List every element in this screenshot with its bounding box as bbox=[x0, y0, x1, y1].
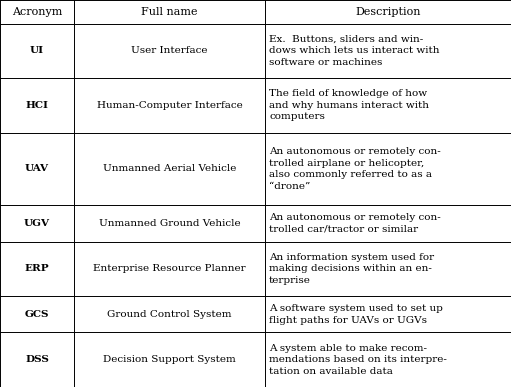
Text: Enterprise Resource Planner: Enterprise Resource Planner bbox=[93, 264, 246, 273]
Text: An information system used for
making decisions within an en-
terprise: An information system used for making de… bbox=[269, 253, 434, 285]
Text: Full name: Full name bbox=[141, 7, 198, 17]
Text: Human-Computer Interface: Human-Computer Interface bbox=[97, 101, 242, 110]
Text: An autonomous or remotely con-
trolled airplane or helicopter,
also commonly ref: An autonomous or remotely con- trolled a… bbox=[269, 147, 441, 191]
Text: Unmanned Ground Vehicle: Unmanned Ground Vehicle bbox=[99, 219, 240, 228]
Text: A system able to make recom-
mendations based on its interpre-
tation on availab: A system able to make recom- mendations … bbox=[269, 344, 447, 376]
Text: UAV: UAV bbox=[25, 164, 49, 173]
Text: ERP: ERP bbox=[25, 264, 50, 273]
Text: UGV: UGV bbox=[24, 219, 50, 228]
Text: HCI: HCI bbox=[26, 101, 49, 110]
Text: The field of knowledge of how
and why humans interact with
computers: The field of knowledge of how and why hu… bbox=[269, 89, 429, 122]
Text: An autonomous or remotely con-
trolled car/tractor or similar: An autonomous or remotely con- trolled c… bbox=[269, 213, 441, 234]
Text: A software system used to set up
flight paths for UAVs or UGVs: A software system used to set up flight … bbox=[269, 304, 443, 325]
Text: Unmanned Aerial Vehicle: Unmanned Aerial Vehicle bbox=[103, 164, 236, 173]
Text: DSS: DSS bbox=[25, 355, 49, 364]
Text: UI: UI bbox=[30, 46, 44, 55]
Text: Decision Support System: Decision Support System bbox=[103, 355, 236, 364]
Text: Acronym: Acronym bbox=[12, 7, 62, 17]
Text: GCS: GCS bbox=[25, 310, 49, 319]
Text: Ground Control System: Ground Control System bbox=[107, 310, 232, 319]
Text: Ex.  Buttons, sliders and win-
dows which lets us interact with
software or mach: Ex. Buttons, sliders and win- dows which… bbox=[269, 35, 439, 67]
Text: Description: Description bbox=[355, 7, 421, 17]
Text: User Interface: User Interface bbox=[131, 46, 208, 55]
